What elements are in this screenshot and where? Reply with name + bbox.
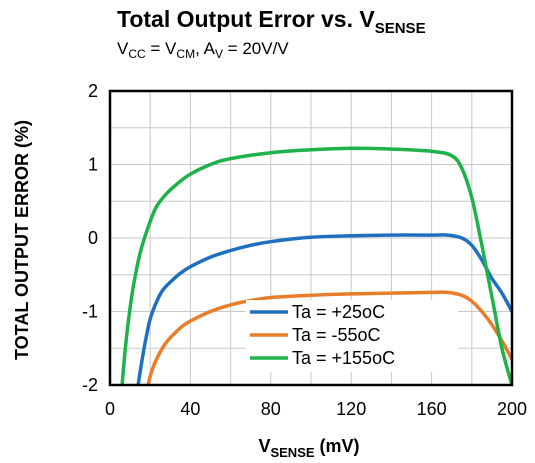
x-tick-label: 200 — [497, 399, 527, 419]
tick-labels: 0 40 80 120 160 200 -2 -1 0 1 2 — [82, 81, 527, 419]
subtitle-vcm-sub: CM — [176, 47, 195, 61]
subtitle-av: , A — [195, 39, 216, 58]
series-line-2 — [146, 290, 512, 385]
series-line-1 — [136, 233, 512, 385]
legend-label: Ta = +155oC — [292, 348, 395, 368]
legend-label: Ta = +25oC — [292, 302, 385, 322]
plot-frame — [108, 89, 514, 387]
x-tick-label: 0 — [105, 399, 115, 419]
chart-title-sub: SENSE — [375, 20, 426, 37]
x-axis-label-post: (mV) — [315, 436, 360, 456]
chart-title: Total Output Error vs. VSENSE — [117, 6, 426, 37]
y-tick-label: 0 — [88, 228, 98, 248]
x-axis-label-main: V — [258, 436, 270, 456]
x-axis-label-sub: SENSE — [270, 445, 314, 460]
chart-subtitle: VCC = VCM, AV = 20V/V — [117, 39, 289, 61]
series-line-3 — [120, 146, 512, 385]
chart-title-main: Total Output Error vs. V — [117, 6, 375, 32]
subtitle-av-post: = 20V/V — [223, 39, 289, 58]
legend-label: Ta = -55oC — [292, 325, 381, 345]
y-axis-label: TOTAL OUTPUT ERROR (%) — [12, 120, 32, 360]
x-tick-label: 120 — [336, 399, 366, 419]
subtitle-vcc-sub: CC — [128, 47, 146, 61]
subtitle-eq: = V — [146, 39, 177, 58]
x-tick-label: 80 — [261, 399, 281, 419]
x-axis-label: VSENSE (mV) — [258, 436, 359, 460]
subtitle-vcc: V — [117, 39, 129, 58]
subtitle-av-sub: V — [215, 47, 223, 61]
y-tick-label: -2 — [82, 375, 98, 395]
series-group — [120, 146, 512, 385]
x-tick-label: 40 — [180, 399, 200, 419]
x-tick-label: 160 — [417, 399, 447, 419]
y-tick-label: 1 — [88, 155, 98, 175]
y-tick-label: 2 — [88, 81, 98, 101]
legend: Ta = +25oC Ta = -55oC Ta = +155oC — [246, 300, 458, 372]
y-tick-label: -1 — [82, 302, 98, 322]
